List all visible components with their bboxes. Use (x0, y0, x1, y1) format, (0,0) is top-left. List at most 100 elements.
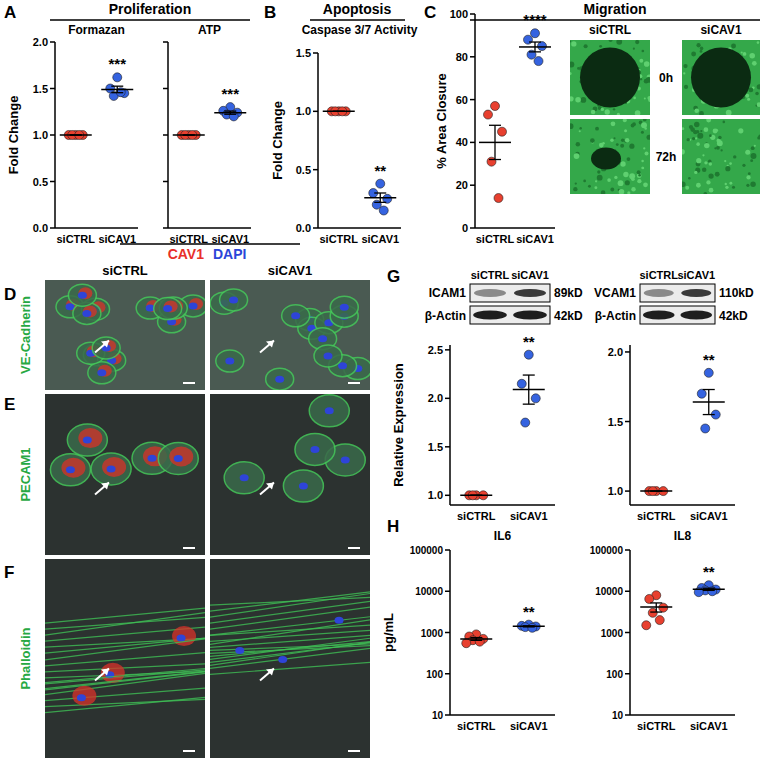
y-tick (625, 714, 630, 716)
x-axis (450, 714, 555, 716)
nucleus (82, 310, 91, 317)
image-bg (682, 40, 760, 115)
arrow (95, 341, 109, 353)
blot-size: 110kD (719, 286, 754, 300)
speckle (704, 143, 709, 148)
mean-line (460, 495, 492, 497)
error-cap (489, 159, 501, 160)
mean-line (60, 134, 92, 136)
speckle (633, 97, 636, 100)
speckle (745, 150, 750, 155)
marks (640, 581, 725, 630)
speckle (597, 175, 603, 181)
fiber (210, 594, 370, 618)
image-bg (570, 119, 650, 194)
y-label: Relative Expression (391, 363, 406, 487)
wound (580, 48, 640, 108)
cav1-signal (78, 428, 102, 448)
significance: ** (523, 333, 535, 350)
speckle (635, 110, 641, 115)
wound (591, 148, 621, 170)
y-tick-label: 1.0 (608, 485, 623, 497)
speckle (637, 170, 641, 174)
image-bg (210, 394, 370, 555)
speckle (609, 40, 613, 42)
error-cap (650, 602, 662, 603)
y-tick-label: 100 (426, 669, 443, 680)
cell (91, 453, 131, 485)
speckle (646, 77, 650, 83)
speckle (588, 185, 591, 188)
x-tick-label: siCTRL (320, 233, 359, 245)
y-tick (313, 169, 318, 171)
speckle (575, 182, 577, 184)
speckle (643, 119, 647, 121)
y-axis (449, 345, 451, 505)
speckle (709, 188, 714, 193)
error-stem (534, 42, 535, 52)
cell (224, 462, 264, 494)
cell (314, 345, 342, 367)
y-label: Fold Change (270, 101, 285, 180)
cell (88, 362, 116, 384)
speckle (682, 127, 684, 130)
error-bar (470, 495, 482, 496)
header-rule (470, 19, 760, 21)
y-tick-label: 1.5 (33, 83, 48, 95)
y-tick (163, 41, 168, 43)
speckle (725, 183, 727, 185)
speckle (708, 173, 713, 178)
band (473, 311, 507, 320)
blot-label: β-Actin (595, 309, 636, 323)
y-tick (470, 184, 475, 186)
nucleus (174, 455, 183, 462)
migration-image (682, 119, 760, 194)
y-tick (470, 99, 475, 101)
error-cap (70, 134, 82, 135)
mean-line (640, 490, 672, 492)
y-tick-label: 10 (612, 710, 624, 721)
x-tick-label: siCTRL (457, 720, 496, 732)
fiber (45, 671, 205, 688)
nucleus (341, 456, 350, 463)
error-cap (523, 625, 535, 626)
x-tick-label: siCAV1 (211, 233, 249, 245)
speckle (757, 136, 760, 139)
arrow (260, 483, 274, 495)
speckle (599, 45, 602, 48)
speckle (627, 157, 631, 161)
y-tick-label: 2.5 (428, 344, 443, 356)
cav1-signal (101, 663, 125, 683)
nucleus (97, 369, 106, 376)
panel-letter: G (387, 267, 400, 286)
arrowhead (101, 483, 109, 490)
point (376, 179, 385, 188)
column-label: siCAV1 (700, 23, 741, 37)
error-cap (650, 490, 662, 491)
y-tick-label: 100000 (410, 545, 444, 556)
panel-letter: C (424, 3, 436, 22)
y-tick (625, 632, 630, 634)
speckle (757, 41, 760, 44)
y-tick-label: 2.0 (33, 36, 48, 48)
fiber (210, 662, 370, 674)
speckle (595, 127, 599, 131)
wound (691, 48, 751, 108)
speckle (616, 143, 619, 146)
stain-image (210, 559, 370, 758)
significance: ** (703, 563, 715, 580)
speckle (631, 124, 635, 128)
speckle (642, 167, 645, 170)
y-tick (313, 227, 318, 229)
y-tick (50, 134, 55, 136)
speckle (595, 180, 597, 182)
point (531, 29, 540, 38)
error-cap (470, 495, 482, 496)
nucleus (66, 466, 75, 473)
y-tick (445, 591, 450, 593)
point (538, 42, 547, 51)
marks (460, 350, 545, 500)
point (524, 35, 533, 44)
significance: *** (221, 85, 239, 102)
speckle (643, 147, 645, 149)
